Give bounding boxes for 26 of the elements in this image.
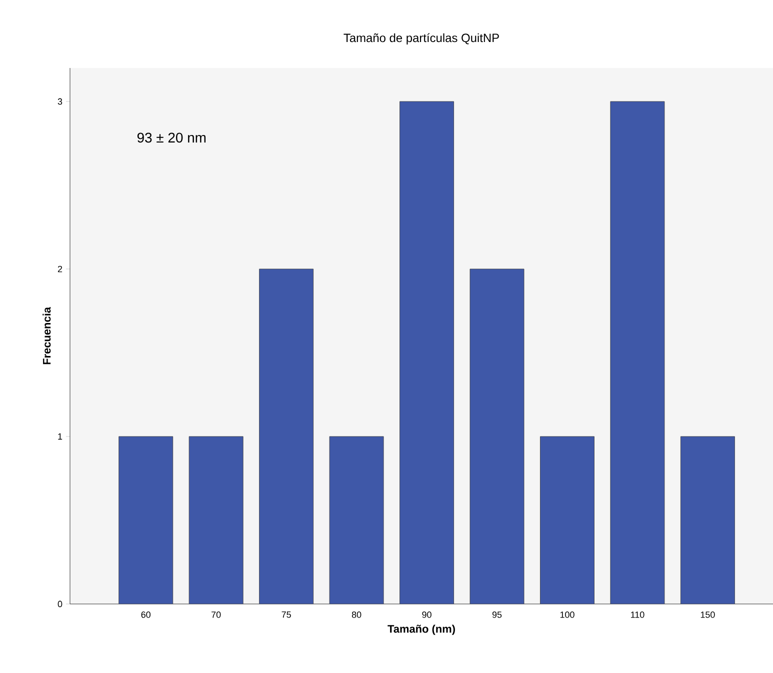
bar [610,101,665,604]
bar [188,436,244,604]
x-tick-label: 95 [492,612,502,618]
bar [470,268,524,604]
y-axis-title: Frecuencia [42,306,51,364]
x-tick-label: 110 [631,612,644,618]
bar [118,436,174,604]
bar [259,268,314,604]
chart-title: Tamaño de partículas QuitNP [344,33,499,44]
annotation: 93 ± 20 nm [137,132,206,143]
bar [400,101,454,604]
x-axis-title: Tamaño (nm) [388,624,455,635]
x-tick-label: 90 [422,612,432,618]
x-tick-label: 80 [352,612,362,618]
bar [329,436,384,604]
x-tick-label: 100 [560,612,574,618]
y-tick-label: 1 [58,433,62,440]
x-tick-label: 150 [700,612,715,618]
x-tick-label: 60 [141,612,150,618]
bar [540,436,594,604]
x-tick-label: 75 [282,612,291,618]
bar [680,436,735,604]
y-tick-label: 3 [58,98,62,105]
x-tick-label: 70 [212,612,221,618]
y-tick-label: 0 [58,600,62,608]
y-tick-label: 2 [58,266,62,272]
